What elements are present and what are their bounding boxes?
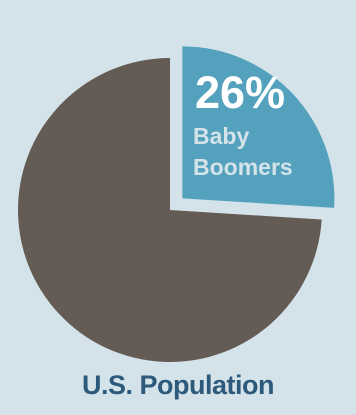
chart-title: U.S. Population [82,370,275,400]
pie-slice-rest [17,58,322,363]
slice-name-label-line2: Boomers [193,154,293,180]
slice-percent-label: 26% [195,67,285,118]
pie-slice-baby-boomers [182,46,335,208]
slice-name-label-line1: Baby [193,123,249,149]
